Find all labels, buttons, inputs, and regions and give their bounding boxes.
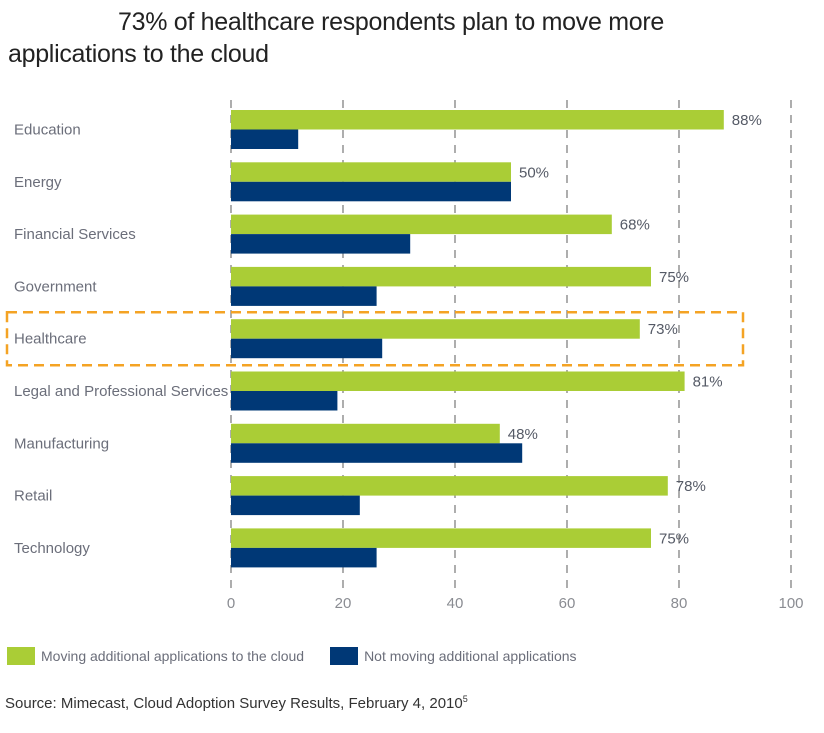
bar-not-moving <box>231 391 338 411</box>
category-label: Legal and Professional Services <box>14 383 228 400</box>
bar-moving <box>231 528 651 548</box>
category-label: Financial Services <box>14 226 136 243</box>
value-label: 68% <box>620 217 650 234</box>
bar-not-moving <box>231 443 523 463</box>
x-tick-label: 80 <box>671 595 688 612</box>
bar-moving <box>231 371 685 391</box>
bar-not-moving <box>231 129 299 149</box>
legend-swatch-moving <box>7 647 35 665</box>
value-label: 50% <box>519 164 549 181</box>
source-text: Source: Mimecast, Cloud Adoption Survey … <box>5 695 463 712</box>
bar-moving <box>231 476 668 496</box>
bar-moving <box>231 319 640 339</box>
legend-swatch-not-moving <box>330 647 359 665</box>
bar-not-moving <box>231 495 360 516</box>
bar-not-moving <box>231 547 377 568</box>
source-footnote: 5 <box>462 694 468 704</box>
value-label: 88% <box>732 112 762 129</box>
x-tick-label: 40 <box>447 595 464 612</box>
category-label: Manufacturing <box>14 435 109 452</box>
highlight-box <box>5 310 745 367</box>
bar-chart: 0 20 40 60 80 100 Education 88% Energy 50% Financi… <box>5 100 804 612</box>
legend: Moving additional applications to the cl… <box>7 647 603 665</box>
x-tick-label: 100 <box>778 595 803 612</box>
chart-title-line-1: 73% of healthcare respondents plan to mo… <box>118 8 664 36</box>
category-label: Retail <box>14 488 52 505</box>
bar-not-moving <box>231 338 383 359</box>
legend-label-not-moving: Not moving additional applications <box>364 648 577 664</box>
bar-moving <box>231 162 511 182</box>
value-label: 73% <box>648 321 678 338</box>
category-label: Technology <box>14 540 90 557</box>
value-label: 75% <box>659 269 689 286</box>
value-label: 75% <box>659 530 689 547</box>
bar-moving <box>231 214 612 235</box>
chart-title: 73% of healthcare respondents plan to mo… <box>8 6 818 70</box>
category-label: Government <box>14 278 97 295</box>
category-label: Healthcare <box>14 331 87 348</box>
legend-item-moving: Moving additional applications to the cl… <box>7 647 304 665</box>
category-label: Energy <box>14 174 62 191</box>
category-label: Education <box>14 122 81 139</box>
chart-title-line-2: applications to the cloud <box>8 40 269 68</box>
x-tick-label: 60 <box>559 595 576 612</box>
bar-not-moving <box>231 286 377 306</box>
x-tick-label: 20 <box>335 595 352 612</box>
legend-item-not-moving: Not moving additional applications <box>330 647 577 665</box>
value-label: 81% <box>693 374 723 391</box>
value-label: 78% <box>676 478 706 495</box>
bar-not-moving <box>231 234 411 254</box>
legend-label-moving: Moving additional applications to the cl… <box>41 648 305 664</box>
source-note: Source: Mimecast, Cloud Adoption Survey … <box>5 694 468 712</box>
bar-moving <box>231 423 500 444</box>
bar-moving <box>231 266 651 287</box>
value-label: 48% <box>508 426 538 443</box>
bar-not-moving <box>231 181 511 202</box>
bar-moving <box>231 110 724 130</box>
x-tick-label: 0 <box>227 595 235 612</box>
